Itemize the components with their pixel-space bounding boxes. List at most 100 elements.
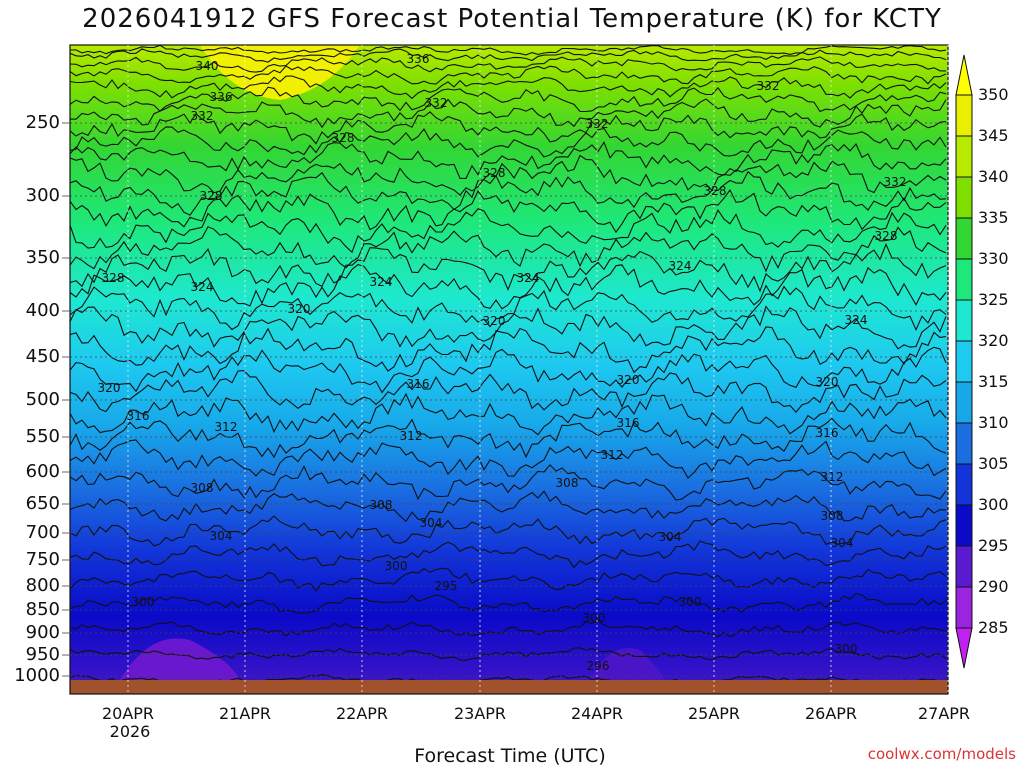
colorbar-label: 320	[978, 331, 1009, 350]
y-tick-label: 400	[25, 300, 60, 321]
isoline	[70, 242, 947, 293]
contour-label: 304	[659, 530, 682, 544]
isoline	[70, 592, 947, 614]
colorbar	[955, 54, 973, 669]
colorbar-segment	[955, 381, 973, 424]
x-tick-label: 21APR	[218, 704, 272, 723]
isoline	[70, 45, 947, 56]
contour-label: 295	[435, 579, 458, 593]
contour-label: 304	[831, 536, 854, 550]
contour-label: 300	[835, 642, 858, 656]
x-tick-label: 23APR	[453, 704, 507, 723]
colorbar-segment	[955, 463, 973, 506]
contour-label: 336	[407, 52, 430, 66]
isoline	[70, 285, 947, 332]
isoline	[70, 56, 947, 73]
x-tick-label: 26APR	[804, 704, 858, 723]
x-tick-label: 24APR	[570, 704, 624, 723]
y-tick-label: 650	[25, 493, 60, 514]
colorbar-segment	[955, 176, 973, 219]
y-tick-label: 950	[25, 644, 60, 665]
colorbar-label: 350	[978, 85, 1009, 104]
isoline	[70, 188, 947, 234]
contour-label: 320	[816, 375, 839, 389]
contour-label: 316	[617, 416, 640, 430]
isoline	[70, 170, 947, 216]
contour-label: 300	[132, 595, 155, 609]
isoline	[70, 226, 947, 273]
contour-label: 324	[845, 313, 868, 327]
contour-label: 340	[196, 59, 219, 73]
contour-label: 328	[200, 189, 223, 203]
contour-label: 300	[385, 559, 408, 573]
contour-label: 308	[191, 481, 214, 495]
colorbar-label: 290	[978, 577, 1009, 596]
y-tick-label: 1000	[14, 665, 60, 686]
isoline	[70, 75, 947, 100]
y-tick-label: 600	[25, 461, 60, 482]
colorbar-segment	[955, 340, 973, 383]
colorbar-label: 310	[978, 413, 1009, 432]
isoline	[70, 141, 947, 179]
isoline	[70, 154, 947, 196]
contour-label: 316	[407, 377, 430, 391]
colorbar-label: 285	[978, 618, 1009, 637]
isoline	[70, 619, 947, 638]
contour-label: 332	[191, 109, 214, 123]
contour-label: 308	[370, 498, 393, 512]
isoline	[70, 464, 947, 501]
y-tick-label: 800	[25, 575, 60, 596]
colorbar-max-arrow	[955, 54, 973, 96]
field-background	[70, 45, 948, 680]
colorbar-label: 315	[978, 372, 1009, 391]
contour-label: 300	[583, 611, 606, 625]
cold-blob	[120, 638, 240, 680]
isoline	[70, 208, 947, 254]
contour-label: 312	[400, 429, 423, 443]
contour-label: 328	[704, 184, 727, 198]
colorbar-label: 295	[978, 536, 1009, 555]
y-tick-label: 750	[25, 549, 60, 570]
contour-label: 336	[210, 90, 233, 104]
colorbar-segment	[955, 94, 973, 137]
isoline	[70, 48, 947, 63]
y-tick-label: 300	[25, 185, 60, 206]
isoline	[70, 305, 947, 350]
colorbar-segment	[955, 586, 973, 629]
y-tick-label: 850	[25, 599, 60, 620]
isoline	[70, 674, 946, 680]
contour-label: 300	[679, 595, 702, 609]
y-tick-label: 700	[25, 522, 60, 543]
cold-blob-2	[590, 648, 665, 680]
contour-label: 324	[370, 275, 393, 289]
colorbar-label: 325	[978, 290, 1009, 309]
isoline	[70, 540, 947, 569]
contour-label: 320	[617, 373, 640, 387]
isoline	[70, 65, 947, 85]
contour-label: 316	[127, 409, 150, 423]
x-axis-title: Forecast Time (UTC)	[414, 745, 606, 767]
x-tick-label: 27APR	[917, 704, 971, 723]
contour-label: 304	[210, 529, 233, 543]
isoline	[70, 263, 947, 310]
contour-label: 332	[586, 117, 609, 131]
isoline	[70, 490, 947, 523]
ground-strip	[70, 680, 948, 694]
colorbar-label: 340	[978, 167, 1009, 186]
y-tick-label: 900	[25, 622, 60, 643]
contour-label: 328	[332, 131, 355, 145]
colorbar-segment	[955, 545, 973, 588]
contour-label: 328	[875, 229, 898, 243]
contour-label: 312	[215, 420, 238, 434]
contour-label: 320	[483, 314, 506, 328]
contour-labels: 340 336 336 332 332 332 332 328 328 328 328 328 332 3…	[98, 52, 907, 673]
isoline	[70, 98, 947, 129]
contour-label: 304	[420, 516, 443, 530]
contour-label: 332	[884, 175, 907, 189]
colorbar-label: 330	[978, 249, 1009, 268]
colorbar-segment	[955, 422, 973, 465]
contour-label: 312	[821, 470, 844, 484]
contour-label: 320	[98, 381, 121, 395]
contour-label: 296	[587, 659, 610, 673]
colorbar-label: 345	[978, 126, 1009, 145]
